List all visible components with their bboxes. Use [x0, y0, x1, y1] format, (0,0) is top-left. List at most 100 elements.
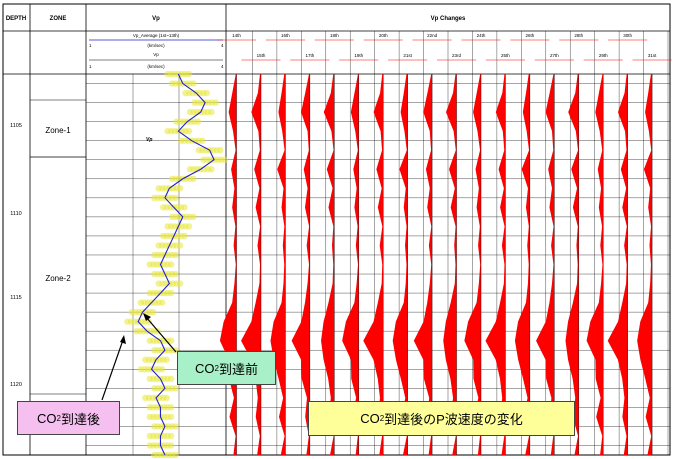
arrow-after-head	[120, 335, 126, 344]
vp-scale-right: 4	[221, 64, 224, 69]
track-header-label: 21st	[403, 53, 412, 58]
zone-2-label: Zone-2	[45, 274, 71, 283]
vp-scatter-point	[181, 232, 188, 240]
vp-scatter-point	[167, 375, 175, 382]
chart-frame	[2, 3, 671, 456]
vp-scatter-point	[167, 289, 175, 297]
callout-co2-after: CO 2 到達後	[17, 401, 120, 435]
vp-scatter-point	[176, 242, 184, 249]
vp-header: Vp	[152, 16, 160, 22]
vp-scatter-point	[167, 432, 175, 440]
vp-change-fill	[321, 74, 335, 455]
callout-vp-change: CO 2 到達後のP波速度の変化	[308, 401, 575, 436]
vp-scatter-point	[172, 451, 179, 459]
track-header-label: 23rd	[452, 53, 462, 58]
vp-scatter-point	[167, 442, 175, 449]
vp-scatter-point	[208, 108, 215, 116]
vp-scatter-point	[167, 337, 175, 344]
vp-change-fill	[485, 74, 506, 455]
vp-scatter-point	[172, 194, 179, 202]
vp-scatter-point	[167, 413, 175, 421]
vp-scatter-point	[185, 70, 193, 78]
track-header-label: 17th	[306, 53, 315, 58]
zone-1-label: Zone-1	[45, 126, 71, 135]
vp-average-unit: (km/sec)	[147, 43, 165, 48]
vp-average-scale-left: 1	[89, 43, 92, 48]
vp-scatter-point	[217, 147, 224, 154]
vp-scatter-point	[181, 204, 188, 211]
vp-scatter-point	[203, 89, 211, 97]
vp-scatter-point	[167, 261, 175, 268]
depth-label-1105: 1105	[10, 123, 22, 129]
vp-scatter-point	[190, 213, 197, 221]
track-header-label: 29th	[599, 53, 608, 58]
depth-label-1110: 1110	[10, 211, 21, 217]
vp-scatter-point	[176, 280, 184, 287]
vp-changes-header: Vp Changes	[431, 16, 466, 22]
vp-average-label: Vp_Average (1st~13th)	[133, 33, 180, 38]
vp-change-fill	[342, 74, 359, 455]
callout-co2-before: CO 2 到達前	[177, 351, 276, 385]
track-header-label: 26th	[526, 33, 535, 38]
arrow-after-line	[101, 339, 124, 401]
track-header-label: 14th	[232, 33, 241, 38]
track-header-label: 30th	[623, 33, 632, 38]
vp-scatter-point	[185, 127, 193, 135]
depth-label-1120: 1120	[10, 382, 22, 388]
vp-change-fill	[514, 74, 530, 455]
track-header-label: 20th	[379, 33, 388, 38]
vp-change-fill	[586, 74, 604, 455]
vp-scatter-point	[159, 366, 166, 373]
vp-change-fill	[392, 74, 408, 455]
depth-label-1115: 1115	[10, 295, 21, 301]
vp-scatter-point	[190, 80, 197, 87]
vp-change-fill	[565, 74, 579, 455]
arrow-before-line	[145, 316, 177, 353]
track-header-label: 25th	[501, 53, 510, 58]
vp-scatter-point	[194, 118, 202, 125]
vp-scatter-point	[176, 185, 184, 192]
track-header-label: 27th	[550, 53, 559, 58]
vp-scatter-point	[172, 385, 179, 392]
vp-change-fill	[637, 74, 653, 455]
vp-scatter-point	[145, 318, 153, 325]
vp-scatter-point	[167, 404, 175, 411]
vp-change-fill	[291, 74, 310, 455]
vp-average-scale-right: 4	[221, 43, 224, 48]
vp-scatter-point	[163, 394, 170, 402]
vp-scatter-point	[212, 99, 220, 106]
vp-change-fill	[443, 74, 457, 455]
vp-scale-left: 1	[89, 64, 92, 69]
vp-scatter-point	[221, 156, 228, 163]
vp-curve-label: Vp	[146, 137, 152, 143]
track-header-label: 24th	[477, 33, 486, 38]
track-header-label: 16th	[281, 33, 290, 38]
vp-scatter-point	[185, 223, 193, 230]
vp-scatter-point	[172, 423, 179, 430]
vp-scatter-point	[163, 356, 170, 363]
vp-scatter-point	[172, 251, 179, 259]
vp-sub-label: Vp	[153, 52, 159, 57]
track-header-label: 28th	[574, 33, 583, 38]
vp-scatter-point	[199, 137, 206, 144]
vp-scatter-point	[190, 175, 197, 182]
track-header-label: 18th	[330, 33, 339, 38]
vp-scatter-point	[172, 270, 179, 278]
track-header-label: 31st	[648, 53, 657, 58]
vp-change-fill	[413, 74, 433, 455]
vp-change-headers: 14th 15th 16th 17th 18th 19th 20th 21st 22nd 23rd…	[217, 33, 672, 61]
vp-scatter-point	[208, 166, 215, 173]
track-header-label: 22nd	[427, 33, 438, 38]
vp-change-fill	[363, 74, 384, 455]
vp-unit: (km/sec)	[147, 64, 165, 69]
vp-scatter-point	[150, 308, 157, 316]
vp-change-fill	[464, 74, 481, 455]
vp-track	[124, 70, 228, 459]
vp-change-fill	[607, 74, 628, 455]
arrow-before-head	[143, 313, 151, 321]
vp-scatter-point	[159, 299, 166, 306]
vp-change-fill	[536, 74, 555, 455]
track-header-label: 19th	[354, 53, 363, 58]
zone-header: ZONE	[50, 16, 67, 22]
